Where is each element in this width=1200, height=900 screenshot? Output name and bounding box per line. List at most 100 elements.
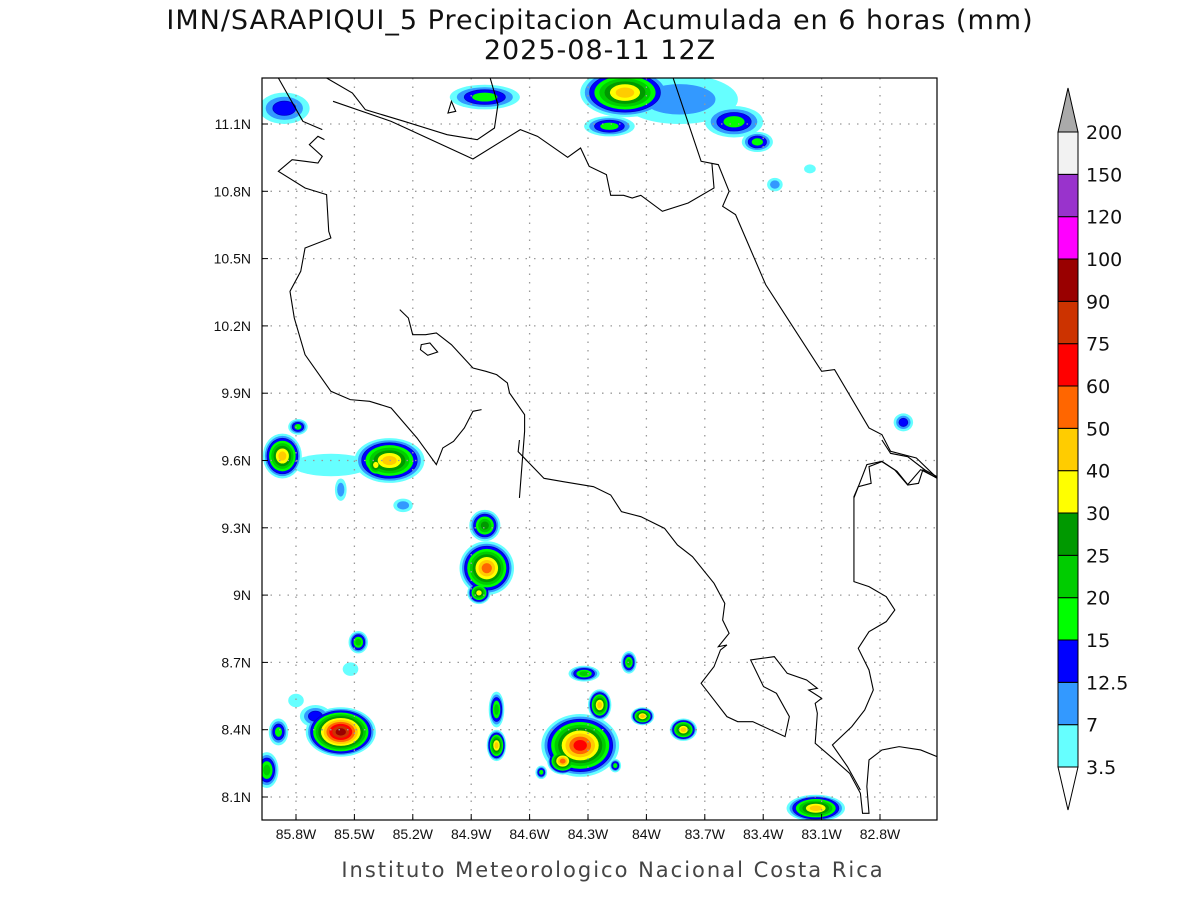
colorbar-level-label: 50: [1086, 418, 1110, 440]
colorbar-level-label: 20: [1086, 588, 1110, 610]
colorbar-swatch: [1057, 470, 1079, 514]
lon-tick-label: 84.6W: [509, 826, 550, 842]
colorbar-level-label: 90: [1086, 291, 1110, 313]
lat-tick-label: 8.7N: [221, 654, 251, 670]
lon-tick-label: 85.8W: [276, 826, 317, 842]
colorbar-swatch: [1057, 343, 1079, 387]
colorbar-under-triangle: [1057, 766, 1079, 811]
map-subtitle-datetime: 2025-08-11 12Z: [484, 35, 716, 66]
lon-tick-label: 83.4W: [743, 826, 784, 842]
colorbar-level-label: 120: [1086, 207, 1122, 229]
nicaragua-costa-rica-border: [333, 101, 714, 211]
map-plot-area: [261, 77, 938, 821]
lake-nicaragua-shore: [327, 78, 498, 140]
colorbar-over-triangle: [1057, 87, 1079, 133]
latitude-axis-labels: 11.1N 10.8N 10.5N 10.2N 9.9N 9.6N 9.3N 9N 8.7N 8.…: [214, 116, 268, 805]
colorbar-level-label: 7: [1086, 715, 1098, 737]
precip-cell-8-level-0: [804, 164, 816, 174]
colorbar-swatch: [1057, 597, 1079, 641]
precip-cell-12-level-6: [373, 461, 379, 469]
precipitation-field: [262, 78, 914, 820]
precip-cell-15-level-1: [397, 501, 410, 510]
precip-cell-6-level-3: [751, 138, 763, 146]
colorbar-level-label: 150: [1086, 164, 1122, 186]
lake-island: [448, 101, 456, 113]
precip-cell-11-level-7: [382, 455, 397, 466]
colorbar-level-label: 75: [1086, 334, 1110, 356]
precip-cell-1-level-7: [615, 87, 635, 98]
colorbar-swatch: [1057, 427, 1079, 472]
precip-cell-29-level-4: [579, 671, 589, 676]
colorbar-swatch: [1057, 173, 1079, 218]
precip-cell-34-level-3: [613, 763, 618, 769]
lat-tick-label: 11.1N: [215, 116, 251, 132]
lat-tick-label: 10.2N: [214, 318, 251, 334]
precip-cell-3-level-3: [472, 92, 498, 102]
colorbar-swatch: [1057, 258, 1079, 302]
colorbar-level-label: 3.5: [1086, 757, 1116, 779]
colorbar-level-label: 40: [1086, 461, 1110, 483]
precip-cell-17-level-5: [480, 521, 489, 530]
pacific-coast-south: [518, 440, 937, 813]
nicaragua-west-coast: [278, 78, 322, 130]
precip-cell-2-level-3: [600, 122, 619, 130]
precip-cell-21-level-0: [342, 662, 359, 676]
lon-tick-label: 84W: [632, 826, 662, 842]
colorbar-level-label: 200: [1086, 122, 1122, 144]
colorbar-swatch: [1057, 681, 1079, 726]
precip-cell-36-level-7: [680, 727, 687, 733]
lon-tick-label: 82.8W: [860, 826, 901, 842]
colorbar-swatch: [1057, 639, 1079, 683]
precip-cell-24-level-11: [335, 728, 346, 736]
precip-cell-25-level-3: [274, 727, 283, 737]
gulf-of-nicoya-shore: [400, 310, 525, 498]
footer-credit: Instituto Meteorologico Nacional Costa R…: [341, 858, 884, 882]
lat-tick-label: 10.5N: [214, 251, 251, 267]
precip-cell-32-level-9: [573, 739, 587, 751]
lat-tick-label: 8.1N: [221, 789, 251, 805]
lat-tick-label: 9.6N: [221, 453, 251, 469]
lat-tick-label: 8.4N: [221, 722, 251, 738]
colorbar-level-label: 60: [1086, 376, 1110, 398]
precip-cell-19-level-6: [476, 590, 482, 596]
lat-tick-label: 9.3N: [221, 520, 251, 536]
lon-tick-label: 83.7W: [685, 826, 726, 842]
colorbar-legend: 3.5 7 12.5 15 20 25 30 40 50 60 75 90 100 120 150 200: [1057, 87, 1128, 811]
costa-rica-panama-border: [832, 462, 937, 790]
colorbar-swatch: [1057, 724, 1079, 768]
colorbar-swatch: [1057, 131, 1079, 175]
colorbar-level-label: 30: [1086, 503, 1110, 525]
precip-cell-28-level-7: [494, 742, 499, 749]
coastlines-borders: [278, 78, 937, 813]
graticule: [262, 78, 937, 820]
colorbar-level-label: 100: [1086, 249, 1122, 271]
plot-frame: [261, 77, 938, 821]
colorbar-level-label: 15: [1086, 630, 1110, 652]
lon-tick-label: 85.2W: [393, 826, 434, 842]
precip-cell-16-level-2: [898, 417, 909, 427]
chira-island: [420, 343, 437, 355]
lat-tick-label: 10.8N: [214, 183, 251, 199]
precip-cell-9-level-0: [292, 453, 370, 477]
precip-cell-20-level-4: [355, 638, 362, 646]
precip-cell-5-level-3: [723, 116, 745, 128]
colorbar-level-label: 25: [1086, 545, 1110, 567]
lon-tick-label: 84.9W: [451, 826, 492, 842]
precip-cell-37-level-3: [539, 769, 544, 775]
precip-cell-22-level-0: [288, 693, 304, 708]
colorbar-swatch: [1057, 385, 1079, 429]
colorbar-swatch: [1057, 512, 1079, 556]
pacific-coast-north: [278, 136, 481, 464]
colorbar-swatch: [1057, 216, 1079, 260]
precip-cell-27-level-4: [494, 704, 499, 715]
lon-tick-label: 85.5W: [334, 826, 375, 842]
lat-tick-label: 9.9N: [221, 385, 251, 401]
precip-cell-26-level-4: [263, 764, 271, 776]
precip-cell-10-level-7: [278, 451, 287, 461]
lon-tick-label: 84.3W: [568, 826, 609, 842]
colorbar-swatch: [1057, 554, 1079, 599]
precip-cell-38-level-7: [809, 805, 822, 812]
precip-cell-7-level-1: [770, 180, 780, 189]
colorbar-level-label: 12.5: [1086, 672, 1128, 694]
map-title: IMN/SARAPIQUI_5 Precipitacion Acumulada …: [166, 5, 1033, 36]
